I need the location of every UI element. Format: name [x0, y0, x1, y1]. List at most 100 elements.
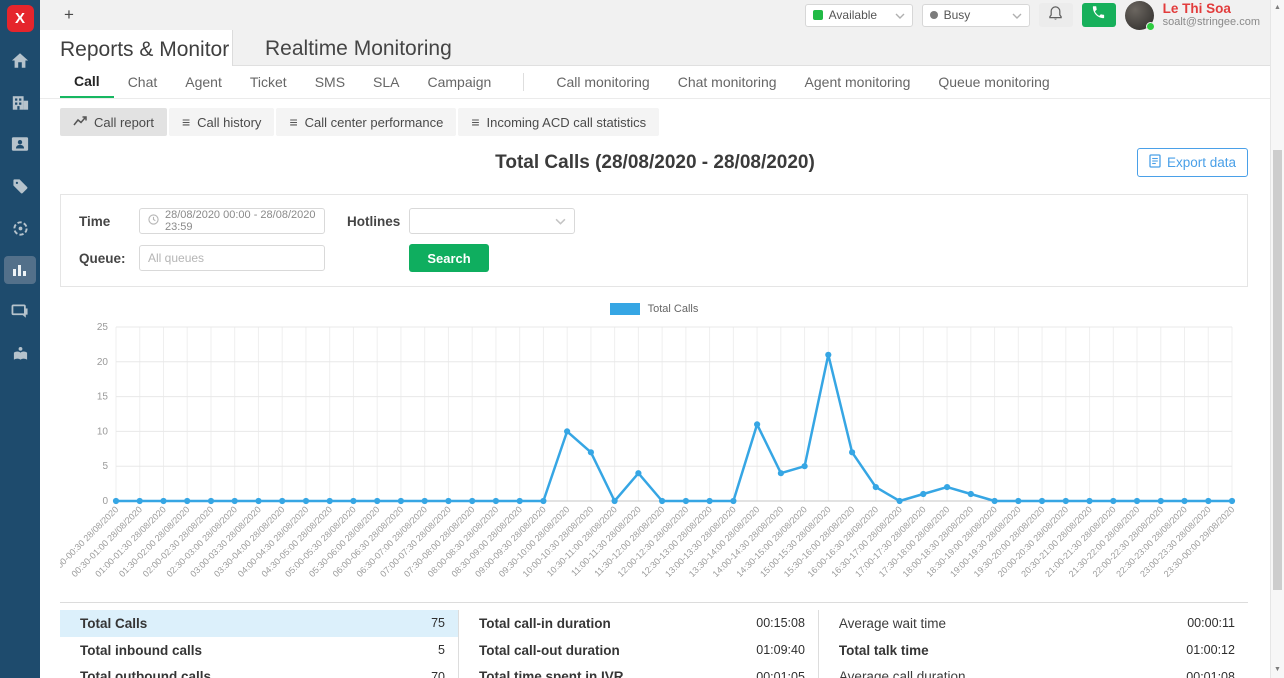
tab-ticket[interactable]: Ticket	[236, 66, 301, 98]
sidebar-item-company[interactable]	[4, 88, 36, 116]
chart-legend[interactable]: Total Calls	[60, 301, 1248, 317]
tab-call-monitoring[interactable]: Call monitoring	[542, 66, 663, 98]
available-status-icon	[813, 10, 823, 20]
sidebar-item-apps[interactable]	[4, 340, 36, 368]
table-row[interactable]: Total talk time 01:00:12	[819, 637, 1248, 664]
summary-group-durations: Total call-in duration 00:15:08 Total ca…	[458, 610, 818, 678]
sidebar-item-tags[interactable]	[4, 172, 36, 200]
sidebar-item-contacts[interactable]	[4, 130, 36, 158]
sidebar: X	[0, 0, 40, 678]
table-row[interactable]: Average call duration 00:01:08	[819, 664, 1248, 678]
summary-group-averages: Average wait time 00:00:11 Total talk ti…	[818, 610, 1248, 678]
chart-section: Total Calls 051015202500:00-00:30 28/08/…	[60, 301, 1248, 596]
table-row[interactable]: Total call-in duration 00:15:08	[459, 610, 818, 637]
user-avatar[interactable]	[1125, 1, 1154, 30]
row-value: 01:00:12	[1186, 643, 1248, 657]
tab-call[interactable]: Call	[60, 66, 114, 98]
app-tab-bar: Reports & Monitor Realtime Monitoring	[40, 30, 1270, 66]
search-button[interactable]: Search	[409, 244, 489, 272]
row-label: Total outbound calls	[60, 669, 211, 678]
subtab-label: Incoming ACD call statistics	[487, 115, 647, 130]
tab-chat-monitoring[interactable]: Chat monitoring	[664, 66, 791, 98]
page-title: Total Calls (28/08/2020 - 28/08/2020)	[40, 148, 1270, 174]
vertical-scrollbar[interactable]: ▲ ▼	[1270, 0, 1284, 678]
availability-select[interactable]: Available	[805, 4, 913, 27]
sidebar-item-reports[interactable]	[4, 256, 36, 284]
main-area: + Available Busy	[40, 0, 1270, 678]
tab-agent[interactable]: Agent	[171, 66, 236, 98]
notifications-button[interactable]	[1039, 3, 1073, 27]
new-tab-button[interactable]: +	[64, 5, 74, 25]
table-row[interactable]: Total outbound calls 70	[60, 664, 458, 678]
svg-text:5: 5	[102, 461, 108, 472]
row-value: 70	[431, 670, 458, 678]
online-presence-dot	[1146, 22, 1155, 31]
time-range-input[interactable]: 28/08/2020 00:00 - 28/08/2020 23:59	[139, 208, 325, 234]
tab-queue-monitoring[interactable]: Queue monitoring	[924, 66, 1063, 98]
sidebar-item-chat[interactable]	[4, 298, 36, 326]
tab-realtime-monitoring[interactable]: Realtime Monitoring	[233, 30, 452, 65]
subtab-incoming-acd-call-statistics[interactable]: ≡ Incoming ACD call statistics	[458, 108, 659, 136]
row-label: Total call-out duration	[459, 643, 620, 658]
tab-campaign[interactable]: Campaign	[414, 66, 506, 98]
legend-swatch	[610, 303, 640, 315]
scrollbar-thumb[interactable]	[1273, 150, 1282, 590]
tab-agent-monitoring[interactable]: Agent monitoring	[791, 66, 925, 98]
busy-status-icon	[930, 11, 938, 19]
export-data-button[interactable]: Export data	[1137, 148, 1248, 177]
svg-text:15: 15	[97, 392, 109, 403]
trend-line-icon	[73, 115, 87, 130]
scroll-up-arrow[interactable]: ▲	[1271, 1, 1284, 15]
svg-text:25: 25	[97, 322, 109, 333]
row-value: 75	[431, 616, 458, 630]
tab-sms[interactable]: SMS	[301, 66, 359, 98]
scroll-down-arrow[interactable]: ▼	[1271, 663, 1284, 677]
hotlines-select[interactable]	[409, 208, 575, 234]
phone-icon	[1091, 5, 1106, 25]
row-label: Total time spent in IVR	[459, 669, 624, 678]
subtab-label: Call center performance	[305, 115, 444, 130]
table-row[interactable]: Total Calls 75	[60, 610, 458, 637]
row-label: Total call-in duration	[459, 616, 611, 631]
row-label: Total inbound calls	[60, 643, 202, 658]
tab-chat[interactable]: Chat	[114, 66, 172, 98]
total-calls-line-chart: 051015202500:00-00:30 28/08/202000:30-01…	[60, 317, 1248, 591]
time-label: Time	[79, 214, 139, 229]
tab-reports-monitor[interactable]: Reports & Monitor	[40, 30, 233, 66]
list-icon: ≡	[289, 114, 297, 130]
subtab-call-report[interactable]: Call report	[60, 108, 167, 136]
building-icon	[11, 94, 29, 111]
row-value: 00:01:05	[756, 670, 818, 678]
row-value: 01:09:40	[756, 643, 818, 657]
app-window: X	[0, 0, 1284, 678]
chevron-down-icon	[1012, 8, 1022, 22]
row-label: Total talk time	[819, 643, 929, 658]
top-bar: + Available Busy	[40, 0, 1270, 30]
row-label: Average wait time	[819, 616, 946, 631]
subtab-call-center-performance[interactable]: ≡ Call center performance	[276, 108, 456, 136]
tab-sla[interactable]: SLA	[359, 66, 413, 98]
document-icon	[1149, 154, 1161, 171]
table-row[interactable]: Average wait time 00:00:11	[819, 610, 1248, 637]
subtab-call-history[interactable]: ≡ Call history	[169, 108, 274, 136]
row-value: 5	[438, 643, 458, 657]
row-value: 00:01:08	[1186, 670, 1248, 678]
table-row[interactable]: Total time spent in IVR 00:01:05	[459, 664, 818, 678]
target-gear-icon	[12, 220, 29, 237]
subtab-label: Call history	[197, 115, 261, 130]
user-info[interactable]: Le Thi Soa soalt@stringee.com	[1163, 1, 1260, 29]
queue-input[interactable]	[139, 245, 325, 271]
filter-panel: Time 28/08/2020 00:00 - 28/08/2020 23:59…	[60, 194, 1248, 287]
summary-group-calls: Total Calls 75 Total inbound calls 5 Tot…	[60, 610, 458, 678]
busy-select[interactable]: Busy	[922, 4, 1030, 27]
call-button[interactable]	[1082, 3, 1116, 27]
chevron-down-icon	[895, 8, 905, 22]
sidebar-item-home[interactable]	[4, 46, 36, 74]
row-label: Total Calls	[60, 616, 147, 631]
sidebar-item-automation[interactable]	[4, 214, 36, 242]
app-logo[interactable]: X	[7, 5, 34, 32]
table-row[interactable]: Total inbound calls 5	[60, 637, 458, 664]
summary-table: Total Calls 75 Total inbound calls 5 Tot…	[60, 602, 1248, 678]
table-row[interactable]: Total call-out duration 01:09:40	[459, 637, 818, 664]
time-range-value: 28/08/2020 00:00 - 28/08/2020 23:59	[165, 209, 316, 233]
